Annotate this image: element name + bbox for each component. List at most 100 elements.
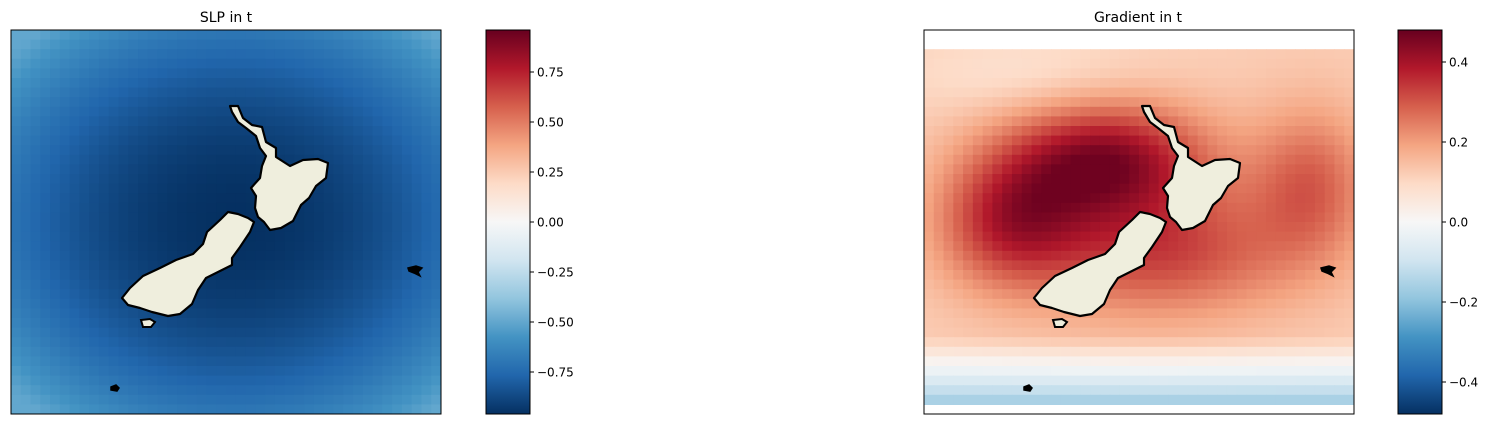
heatmap-cell <box>274 87 286 98</box>
heatmap-cell <box>157 39 168 50</box>
heatmap-cell <box>69 183 81 194</box>
heatmap-cell <box>1090 58 1101 69</box>
heatmap-cell <box>953 241 964 252</box>
heatmap-cell <box>924 337 935 348</box>
heatmap-cell <box>1080 346 1091 357</box>
heatmap-cell <box>216 97 227 108</box>
heatmap-cell <box>186 87 198 98</box>
heatmap-cell <box>255 231 266 242</box>
heatmap-cell <box>304 106 315 117</box>
heatmap-cell <box>186 346 198 357</box>
heatmap-cell <box>235 327 247 338</box>
heatmap-cell <box>982 145 994 156</box>
heatmap-cell <box>245 49 256 60</box>
heatmap-cell <box>992 97 1003 108</box>
heatmap-cell <box>953 394 964 405</box>
heatmap-cell <box>1324 87 1336 98</box>
heatmap-cell <box>128 39 139 50</box>
heatmap-cell <box>294 231 305 242</box>
heatmap-cell <box>353 49 364 60</box>
heatmap-cell <box>118 394 129 405</box>
heatmap-cell <box>1285 116 1296 127</box>
heatmap-cell <box>1266 87 1277 98</box>
heatmap-cell <box>147 183 159 194</box>
heatmap-cell <box>953 58 964 69</box>
heatmap-cell <box>196 327 208 338</box>
heatmap-cell <box>11 39 22 50</box>
heatmap-cell <box>265 385 276 396</box>
heatmap-cell <box>69 193 81 204</box>
heatmap-cell <box>118 145 129 156</box>
heatmap-cell <box>323 183 335 194</box>
heatmap-cell <box>372 241 383 252</box>
heatmap-cell <box>1344 106 1354 117</box>
heatmap-cell <box>1168 231 1179 242</box>
heatmap-cell <box>284 366 296 377</box>
heatmap-cell <box>1021 78 1033 89</box>
heatmap-cell <box>1305 394 1316 405</box>
heatmap-cell <box>362 49 374 60</box>
heatmap-cell <box>1002 174 1013 185</box>
heatmap-cell <box>431 97 441 108</box>
heatmap-cell <box>118 164 129 175</box>
heatmap-cell <box>108 183 120 194</box>
heatmap-cell <box>421 231 432 242</box>
heatmap-cell <box>313 279 325 290</box>
heatmap-cell <box>89 116 100 127</box>
heatmap-cell <box>382 145 393 156</box>
heatmap-cell <box>1158 270 1169 281</box>
heatmap-cell <box>1002 154 1013 165</box>
heatmap-cell <box>333 164 344 175</box>
heatmap-cell <box>79 250 90 261</box>
heatmap-cell <box>89 68 100 79</box>
heatmap-cell <box>1119 78 1130 89</box>
heatmap-cell <box>226 154 237 165</box>
heatmap-cell <box>1148 327 1160 338</box>
heatmap-cell <box>943 183 954 194</box>
heatmap-cell <box>30 106 41 117</box>
heatmap-cell <box>1334 250 1345 261</box>
heatmap-cell <box>216 68 227 79</box>
heatmap-cell <box>353 135 364 146</box>
heatmap-cell <box>79 135 90 146</box>
heatmap-cell <box>1324 375 1336 386</box>
heatmap-cell <box>411 30 423 41</box>
heatmap-cell <box>343 337 354 348</box>
heatmap-cell <box>1099 135 1111 146</box>
heatmap-cell <box>1060 174 1072 185</box>
heatmap-cell <box>372 39 383 50</box>
heatmap-cell <box>20 231 32 242</box>
heatmap-cell <box>982 135 994 146</box>
heatmap-cell <box>1060 394 1072 405</box>
heatmap-cell <box>392 202 403 213</box>
heatmap-cell <box>1266 202 1277 213</box>
heatmap-cell <box>421 327 432 338</box>
heatmap-cell <box>1246 68 1257 79</box>
heatmap-cell <box>265 58 276 69</box>
heatmap-cell <box>1314 231 1326 242</box>
heatmap-cell <box>1158 164 1169 175</box>
heatmap-cell <box>1021 87 1033 98</box>
heatmap-cell <box>1148 270 1160 281</box>
heatmap-cell <box>79 279 90 290</box>
heatmap-cell <box>1236 241 1248 252</box>
heatmap-cell <box>1119 87 1130 98</box>
heatmap-cell <box>1031 212 1042 223</box>
heatmap-cell <box>1295 318 1306 329</box>
heatmap-cell <box>216 164 227 175</box>
heatmap-cell <box>157 193 168 204</box>
heatmap-cell <box>972 212 984 223</box>
heatmap-cell <box>1119 154 1130 165</box>
heatmap-cell <box>30 289 41 300</box>
heatmap-cell <box>1021 241 1033 252</box>
heatmap-cell <box>1324 116 1336 127</box>
heatmap-cell <box>40 241 51 252</box>
heatmap-cell <box>1060 58 1072 69</box>
heatmap-cell <box>59 394 71 405</box>
heatmap-cell <box>1109 308 1121 319</box>
heatmap-cell <box>177 202 188 213</box>
heatmap-cell <box>421 135 432 146</box>
heatmap-cell <box>343 385 354 396</box>
heatmap-cell <box>401 145 413 156</box>
heatmap-cell <box>924 270 935 281</box>
